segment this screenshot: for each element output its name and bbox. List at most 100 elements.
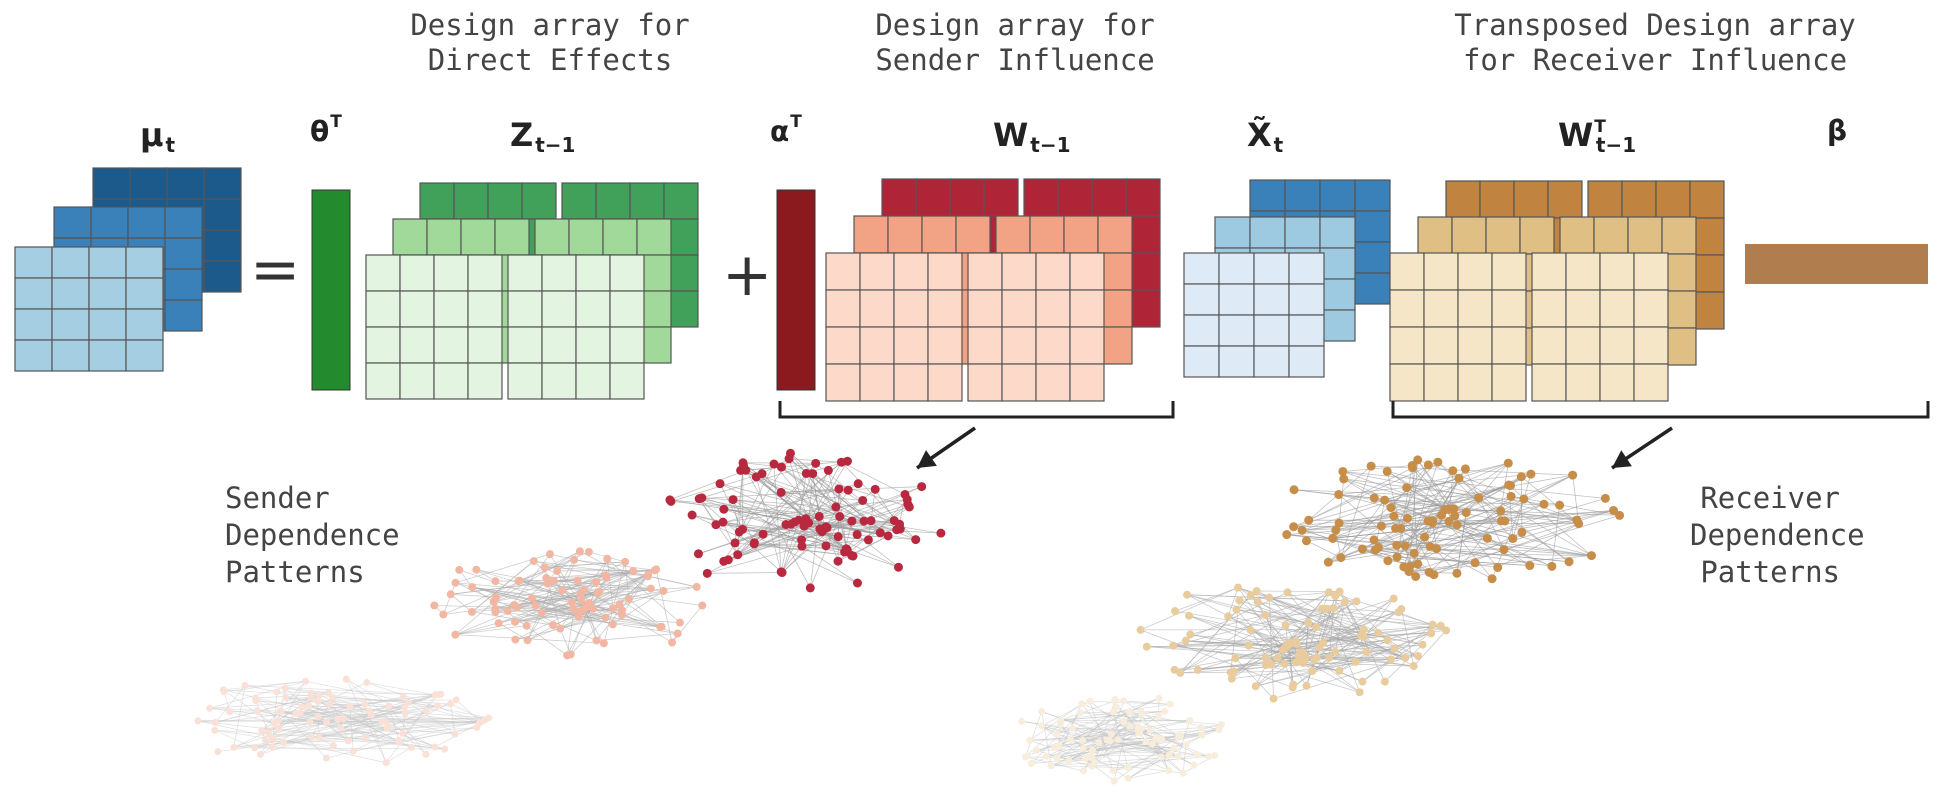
- network-edge: [244, 685, 278, 693]
- network-node: [728, 495, 738, 505]
- network-edge: [745, 460, 848, 471]
- network-node: [1186, 630, 1195, 639]
- network-node: [253, 707, 261, 715]
- grid-cell: [636, 218, 672, 256]
- network-edge: [223, 680, 306, 693]
- grid-cell: [487, 182, 523, 220]
- network-node: [863, 535, 873, 545]
- network-node: [349, 747, 357, 755]
- grid-cell: [859, 363, 895, 402]
- grid-cell: [1565, 289, 1601, 328]
- beta-vector-bar: [1745, 244, 1928, 284]
- network-node: [491, 605, 500, 614]
- network-edge: [589, 602, 623, 616]
- grid-cell: [1423, 289, 1459, 328]
- network-node: [1339, 474, 1349, 484]
- plus-sign: +: [722, 240, 773, 310]
- grid-cell: [164, 237, 203, 270]
- network-edge: [532, 586, 697, 599]
- network-node: [1170, 744, 1178, 752]
- network-edge: [1029, 737, 1156, 741]
- network-edge: [624, 561, 630, 600]
- network-edge: [276, 691, 439, 695]
- grid-cell: [1218, 283, 1255, 316]
- network-node: [1171, 607, 1180, 616]
- network-node: [702, 568, 712, 578]
- grid-cell: [1621, 180, 1657, 219]
- network-node: [904, 502, 914, 512]
- network-node: [1426, 628, 1435, 637]
- w-layer-front-a: [825, 252, 963, 402]
- network-node: [1409, 662, 1418, 671]
- network-edge: [719, 483, 743, 530]
- grid-cell: [1069, 289, 1105, 328]
- network-edge: [1362, 624, 1433, 682]
- network-edge: [209, 700, 318, 709]
- grid-cell: [467, 362, 503, 400]
- network-edge: [1058, 697, 1160, 746]
- network-node: [1176, 731, 1184, 739]
- header-sender-influence-line1: Design array for: [875, 8, 1155, 42]
- grid-cell: [927, 326, 963, 365]
- receiver-bracket: [1391, 401, 1930, 419]
- grid-cell: [1547, 180, 1583, 219]
- wt-layer-front-b: [1531, 252, 1669, 402]
- network-edge: [296, 710, 370, 714]
- network-edge: [319, 719, 485, 739]
- grid-cell: [92, 167, 131, 200]
- network-edge: [1089, 700, 1184, 774]
- network-node: [368, 711, 376, 719]
- network-node: [468, 583, 477, 592]
- network-edge: [781, 488, 839, 493]
- grid-cell: [1389, 252, 1425, 291]
- network-node: [1155, 694, 1163, 702]
- network-node: [786, 519, 796, 529]
- network-node: [1574, 519, 1584, 529]
- network-edge: [519, 580, 678, 634]
- network-node: [1386, 503, 1396, 513]
- grid-cell: [507, 290, 543, 328]
- network-node: [1440, 505, 1450, 515]
- network-edge: [311, 722, 480, 738]
- network-edge: [707, 572, 783, 574]
- network-edge: [1091, 756, 1209, 767]
- network-node: [1402, 483, 1412, 493]
- network-node: [1055, 741, 1063, 749]
- network-edge: [1082, 711, 1142, 741]
- network-edge: [1036, 747, 1174, 751]
- network-node: [917, 482, 927, 492]
- network-node: [1190, 761, 1198, 769]
- network-node: [273, 688, 281, 696]
- network-node: [522, 621, 531, 630]
- header-sender-influence: Design array for Sender Influence: [845, 8, 1185, 78]
- network-node: [1231, 654, 1240, 663]
- network-edge: [388, 705, 400, 742]
- grid-cell: [1565, 252, 1601, 291]
- network-node: [1289, 522, 1299, 532]
- network-node: [1401, 653, 1410, 662]
- network-node: [1112, 703, 1120, 711]
- network-node: [1318, 604, 1327, 613]
- network-node: [621, 557, 630, 566]
- network-edge: [1041, 711, 1119, 741]
- network-edge: [1123, 700, 1171, 705]
- network-edge: [268, 713, 297, 733]
- receiver-label-line2: Dependence: [1690, 518, 1865, 552]
- network-node: [1403, 513, 1413, 523]
- network-node: [1487, 574, 1497, 584]
- network-node: [1418, 640, 1427, 649]
- network-node: [1079, 736, 1087, 744]
- network-node: [558, 586, 567, 595]
- network-node: [1586, 551, 1596, 561]
- network-node: [1461, 508, 1471, 518]
- receiver-network-mid: [1136, 583, 1451, 703]
- grid-cell: [859, 252, 895, 291]
- network-edge: [1025, 723, 1061, 758]
- network-node: [1282, 530, 1292, 540]
- network-edge: [337, 710, 427, 720]
- grid-cell: [125, 339, 164, 372]
- network-edge: [1056, 713, 1143, 759]
- network-edge: [566, 609, 575, 656]
- network-node: [1500, 516, 1510, 526]
